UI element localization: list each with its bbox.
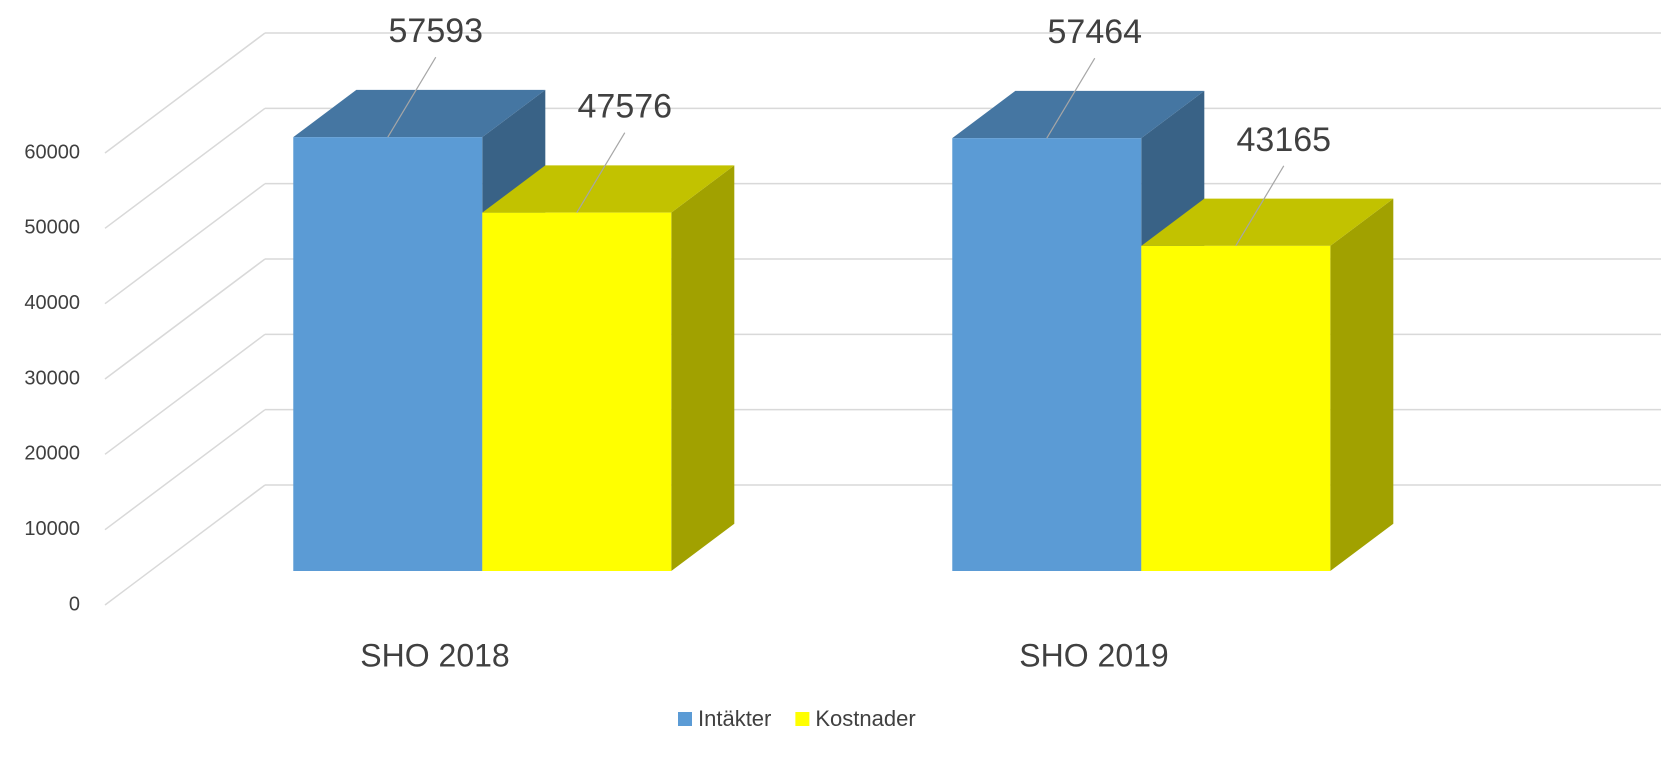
bar-top xyxy=(482,165,735,213)
bar-top xyxy=(952,90,1205,139)
bar-front xyxy=(293,137,483,572)
leader-line xyxy=(1046,57,1096,139)
legend-swatch xyxy=(678,712,692,726)
grid-line xyxy=(104,32,266,154)
legend-label: Intäkter xyxy=(698,706,771,731)
y-tick-label: 30000 xyxy=(24,367,80,389)
data-label: 43165 xyxy=(1237,121,1332,159)
legend-swatch xyxy=(795,712,810,726)
bar-front xyxy=(1141,245,1331,572)
bar-top xyxy=(1141,198,1394,246)
bar-top xyxy=(293,89,546,138)
y-tick-label: 40000 xyxy=(24,292,80,314)
bar-side xyxy=(671,165,735,572)
legend-label: Kostnader xyxy=(815,706,915,731)
bar-front xyxy=(482,212,672,572)
grid-line xyxy=(104,183,266,305)
y-tick-label: 60000 xyxy=(24,141,80,163)
x-tick-label: SHO 2018 xyxy=(360,637,509,673)
bar-front xyxy=(952,138,1142,572)
leader-line xyxy=(576,132,626,213)
grid-line xyxy=(104,484,266,606)
y-tick-label: 50000 xyxy=(24,217,80,239)
y-tick-label: 10000 xyxy=(24,518,80,540)
grid-line xyxy=(104,409,266,531)
y-tick-label: 20000 xyxy=(24,443,80,465)
y-tick-label: 0 xyxy=(69,593,80,615)
data-label: 57593 xyxy=(389,12,484,50)
data-label: 47576 xyxy=(578,88,673,126)
leader-line xyxy=(387,56,437,138)
bar-side xyxy=(1330,198,1394,572)
x-tick-label: SHO 2019 xyxy=(1019,637,1168,673)
grid-line xyxy=(104,107,266,229)
data-label: 57464 xyxy=(1048,13,1143,51)
leader-line xyxy=(1235,165,1285,247)
bar xyxy=(482,165,735,572)
grid-line xyxy=(104,258,266,380)
grid-line xyxy=(104,333,266,455)
bar xyxy=(1141,198,1394,572)
